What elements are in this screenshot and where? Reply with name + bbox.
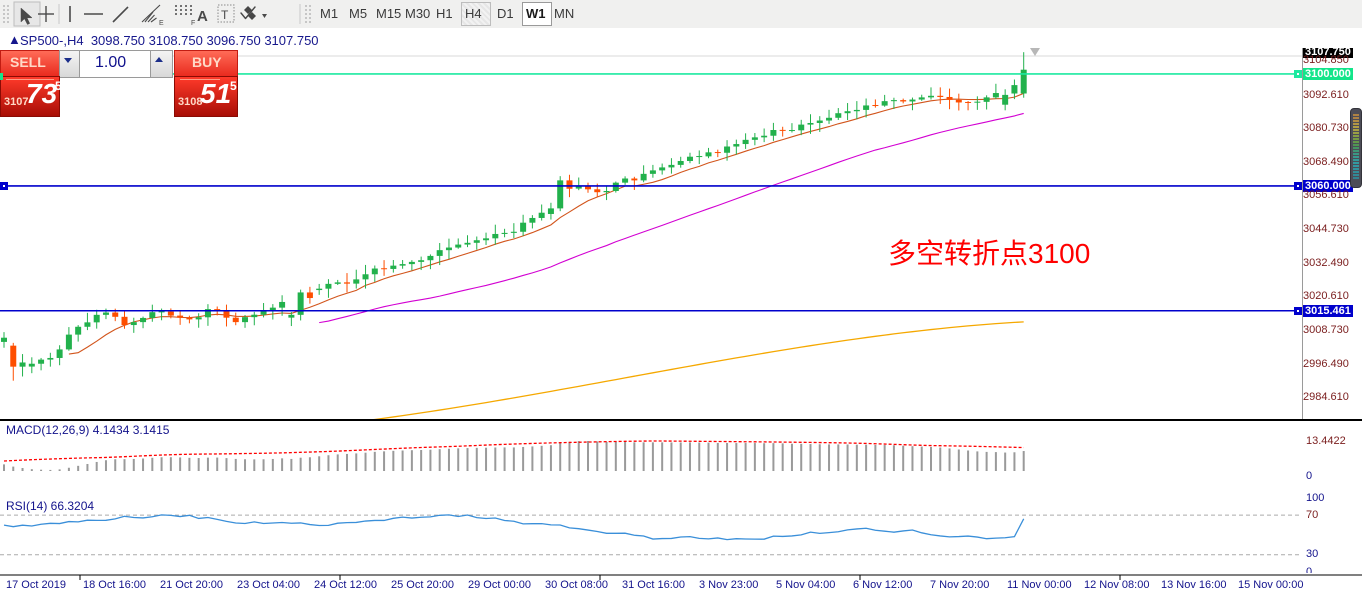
svg-text:E: E (159, 20, 164, 27)
svg-text:T: T (221, 8, 229, 22)
svg-text:F: F (191, 20, 195, 27)
svg-text:A: A (197, 8, 208, 25)
